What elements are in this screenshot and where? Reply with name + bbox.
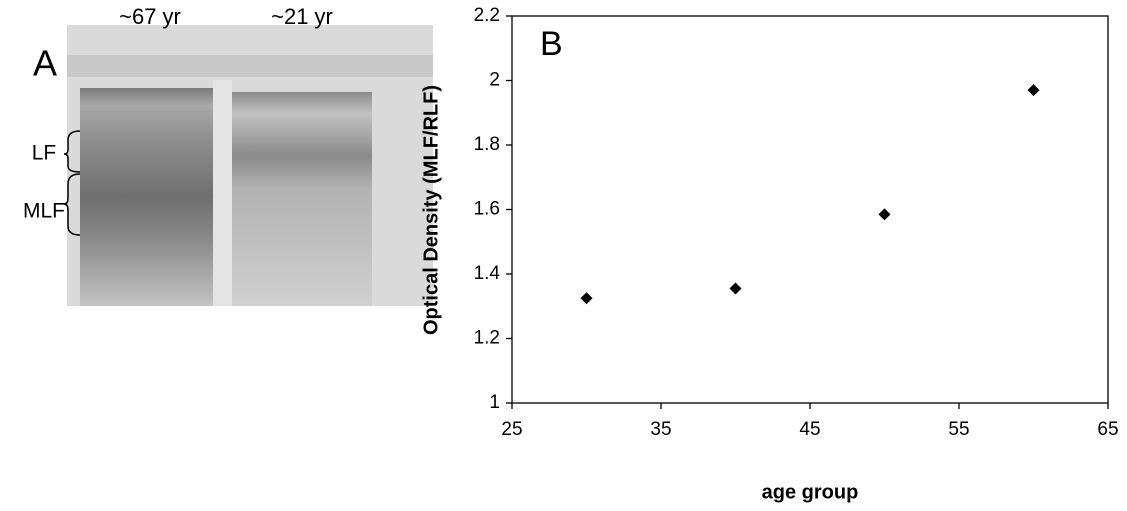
- x-axis-label: age group: [762, 481, 859, 503]
- y-axis-label: Optical Density (MLF/RLF): [420, 85, 442, 335]
- lane-label: ~67 yr: [119, 4, 181, 29]
- x-tick-label: 55: [948, 419, 969, 440]
- x-tick-label: 35: [650, 419, 671, 440]
- panel-label: A: [33, 43, 57, 84]
- x-tick-label: 65: [1097, 419, 1118, 440]
- band-label: LF: [32, 142, 57, 165]
- brace: [63, 130, 81, 173]
- y-tick-label: 1.2: [474, 328, 500, 349]
- panel-label: B: [540, 25, 563, 63]
- point: [580, 292, 593, 305]
- point: [1027, 84, 1040, 97]
- point: [878, 208, 891, 221]
- y-tick-label: 2: [489, 70, 500, 91]
- point: [729, 282, 742, 295]
- y-tick-label: 1.6: [474, 199, 500, 220]
- y-tick-label: 2.2: [474, 5, 500, 26]
- x-tick-label: 45: [799, 419, 820, 440]
- plot-area: [511, 15, 1109, 404]
- gel-photo: [67, 25, 433, 306]
- y-tick-label: 1: [489, 392, 500, 413]
- band-label: MLF: [23, 200, 65, 223]
- y-tick-label: 1.4: [474, 263, 501, 284]
- lane-label: ~21 yr: [271, 4, 333, 29]
- brace: [63, 173, 81, 236]
- y-tick-label: 1.8: [474, 134, 500, 155]
- x-tick-label: 25: [501, 419, 522, 440]
